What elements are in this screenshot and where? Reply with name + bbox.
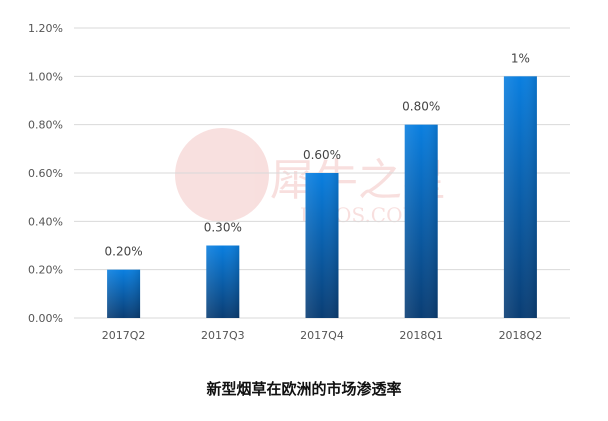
bar-chart: 犀牛之星 LIFOS.COM 0.00%0.20%0.40%0.60%0.80%… (28, 22, 570, 342)
x-tick-label: 2018Q2 (499, 329, 543, 342)
data-label: 0.30% (204, 221, 242, 235)
bar-shading (305, 173, 339, 318)
y-tick-label: 0.00% (28, 312, 63, 325)
watermark-logo-icon (175, 128, 269, 222)
x-tick-label: 2018Q1 (399, 329, 443, 342)
data-labels: 0.20% 0.30% 0.60% 0.80% 1% (105, 51, 530, 258)
x-axis-ticks: 2017Q2 2017Q3 2017Q4 2018Q1 2018Q2 (102, 329, 542, 342)
bar-shading (404, 124, 438, 319)
data-label: 0.20% (105, 245, 143, 259)
x-tick-label: 2017Q4 (300, 329, 344, 342)
chart-title: 新型烟草在欧洲的市场渗透率 (206, 380, 402, 398)
y-axis-ticks: 0.00% 0.20% 0.40% 0.60% 0.80% 1.00% 1.20% (28, 22, 63, 325)
x-tick-label: 2017Q2 (102, 329, 146, 342)
data-label: 1% (511, 51, 530, 65)
y-tick-label: 0.80% (28, 119, 63, 132)
y-tick-label: 1.00% (28, 70, 63, 83)
bars (107, 76, 537, 319)
y-tick-label: 0.60% (28, 167, 63, 180)
data-label: 0.60% (303, 148, 341, 162)
x-tick-label: 2017Q3 (201, 329, 245, 342)
y-tick-label: 1.20% (28, 22, 63, 35)
data-label: 0.80% (402, 100, 440, 114)
bar-shading (503, 76, 537, 318)
y-tick-label: 0.40% (28, 215, 63, 228)
bar-shading (107, 269, 141, 318)
y-tick-label: 0.20% (28, 264, 63, 277)
bar-shading (206, 245, 240, 318)
